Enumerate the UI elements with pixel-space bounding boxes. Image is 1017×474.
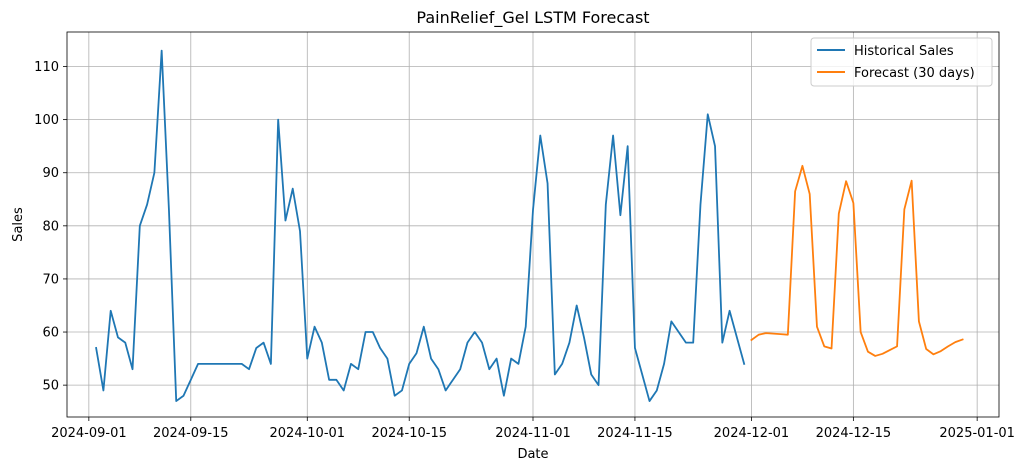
chart-title: PainRelief_Gel LSTM Forecast [416,8,649,28]
x-tick-label: 2024-10-15 [371,426,447,441]
legend-box [810,37,993,87]
x-tick-label: 2024-10-01 [270,426,346,441]
x-tick-label: 2024-09-01 [51,426,127,441]
x-tick-label: 2024-11-15 [597,426,673,441]
y-tick-label: 60 [42,326,59,341]
y-tick-label: 90 [42,166,59,181]
x-tick-label: 2024-11-01 [495,426,571,441]
y-tick-label: 70 [42,272,59,287]
series-lines [95,49,964,402]
y-tick-label: 100 [34,113,59,128]
forecast-line [750,164,964,357]
x-tick-label: 2025-01-01 [939,426,1015,441]
y-tick-label: 110 [34,60,59,75]
x-tick-label: 2024-12-15 [816,426,892,441]
legend: Historical Sales Forecast (30 days) [810,37,993,87]
y-tick-label: 80 [42,219,59,234]
y-tick-label: 50 [42,379,59,394]
legend-label-historical: Historical Sales [854,44,954,59]
legend-label-forecast: Forecast (30 days) [854,66,975,81]
axis-ticks: 2024-09-01 2024-09-15 2024-10-01 2024-10-15… [34,60,1015,441]
y-axis-label: Sales [11,207,26,242]
x-axis-label: Date [517,447,548,462]
grid [67,32,999,417]
x-tick-label: 2024-12-01 [714,426,790,441]
historical-sales-line [95,49,746,402]
x-tick-label: 2024-09-15 [153,426,229,441]
